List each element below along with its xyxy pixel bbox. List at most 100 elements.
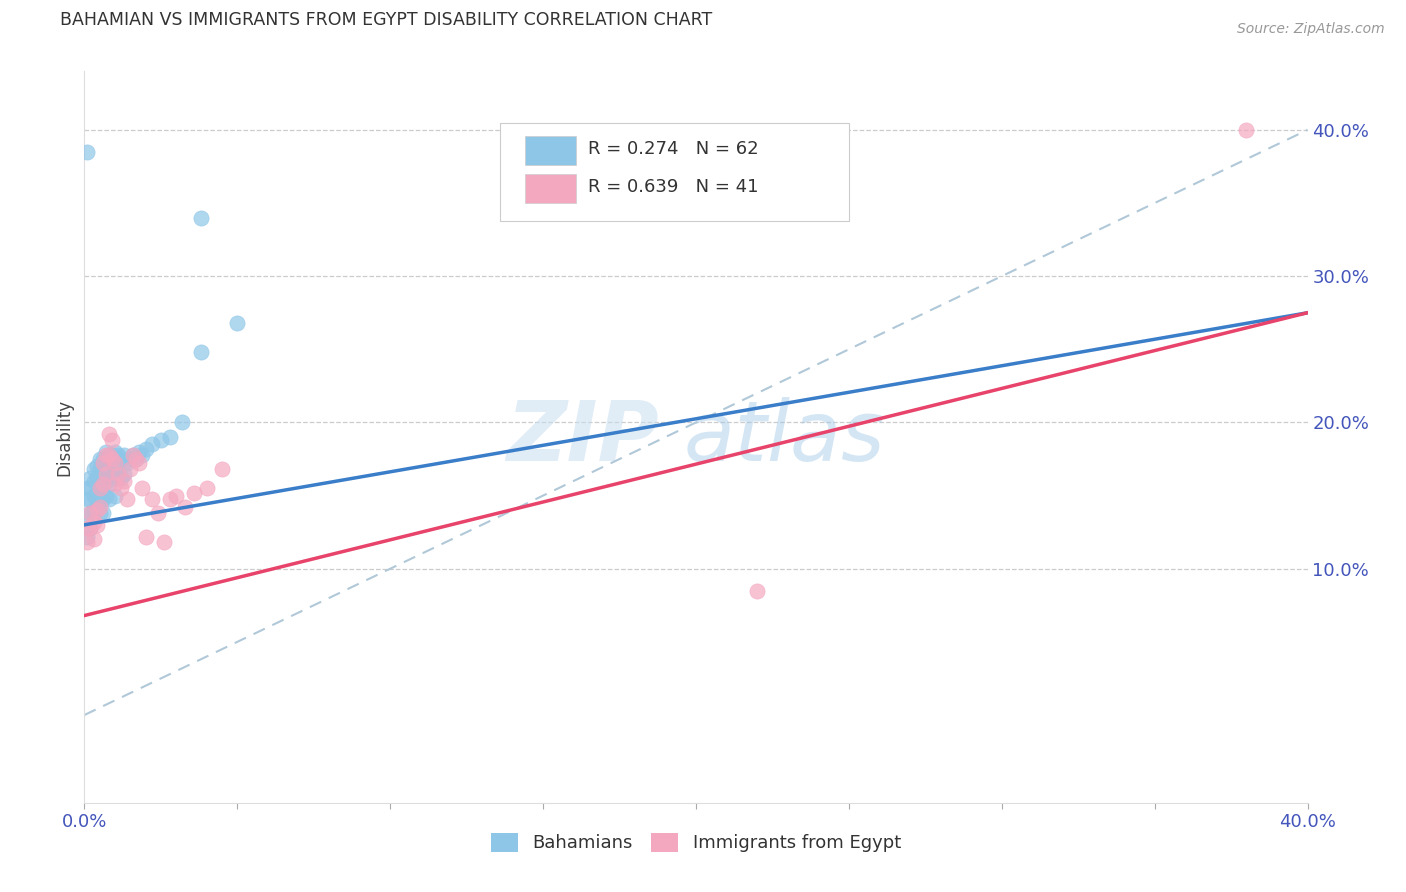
Point xyxy=(104,457,127,471)
Point xyxy=(101,433,124,447)
Point xyxy=(747,583,769,598)
Point xyxy=(86,503,108,517)
Point xyxy=(128,444,150,458)
Point xyxy=(86,485,108,500)
Point xyxy=(101,452,124,467)
Point xyxy=(94,444,117,458)
Y-axis label: Disability: Disability xyxy=(55,399,73,475)
Point xyxy=(211,462,233,476)
Point xyxy=(128,457,150,471)
Point xyxy=(112,448,135,462)
Point xyxy=(107,467,129,481)
Point xyxy=(86,471,108,485)
Point xyxy=(120,452,142,467)
Point xyxy=(76,491,98,506)
Point xyxy=(76,521,98,535)
Point xyxy=(91,457,114,471)
Point xyxy=(79,506,101,520)
Legend: Bahamians, Immigrants from Egypt: Bahamians, Immigrants from Egypt xyxy=(484,826,908,860)
Point xyxy=(101,448,124,462)
Point xyxy=(112,474,135,488)
Point xyxy=(76,535,98,549)
Point xyxy=(104,476,127,491)
Bar xyxy=(524,136,576,165)
Point xyxy=(94,489,117,503)
Point xyxy=(89,452,111,467)
Point xyxy=(79,506,101,520)
Point xyxy=(94,474,117,488)
Point xyxy=(131,481,153,495)
Point xyxy=(86,500,108,515)
Point xyxy=(91,462,114,476)
Point xyxy=(76,510,98,524)
Point xyxy=(76,481,98,495)
Point xyxy=(79,481,101,495)
Text: Source: ZipAtlas.com: Source: ZipAtlas.com xyxy=(1237,22,1385,37)
Point xyxy=(97,427,120,442)
Point xyxy=(165,489,187,503)
Point xyxy=(104,471,127,485)
Point xyxy=(141,491,163,506)
Point xyxy=(89,500,111,515)
Point xyxy=(110,452,132,467)
Point xyxy=(159,491,181,506)
Point xyxy=(83,474,105,488)
Text: BAHAMIAN VS IMMIGRANTS FROM EGYPT DISABILITY CORRELATION CHART: BAHAMIAN VS IMMIGRANTS FROM EGYPT DISABI… xyxy=(60,12,713,29)
Point xyxy=(174,500,197,515)
Point xyxy=(79,521,101,535)
Point xyxy=(110,471,132,485)
Point xyxy=(141,437,163,451)
Point xyxy=(91,491,114,506)
Point xyxy=(172,416,194,430)
Point xyxy=(83,489,105,503)
FancyBboxPatch shape xyxy=(501,122,849,221)
Point xyxy=(97,448,120,462)
Point xyxy=(83,503,105,517)
Point xyxy=(83,533,105,547)
Point xyxy=(107,448,129,462)
Text: R = 0.639   N = 41: R = 0.639 N = 41 xyxy=(588,178,759,196)
Text: ZIP: ZIP xyxy=(506,397,659,477)
Point xyxy=(89,491,111,506)
Point xyxy=(104,444,127,458)
Point xyxy=(104,457,127,471)
Point xyxy=(122,448,145,462)
Point xyxy=(226,316,249,330)
Point xyxy=(195,481,218,495)
Point xyxy=(107,467,129,481)
Point xyxy=(131,448,153,462)
Point xyxy=(89,476,111,491)
Point xyxy=(135,442,157,456)
Point xyxy=(94,467,117,481)
Point xyxy=(115,457,138,471)
Point xyxy=(94,459,117,474)
Point xyxy=(125,452,148,467)
Point xyxy=(149,433,172,447)
Point xyxy=(146,506,169,520)
Point xyxy=(79,471,101,485)
Point xyxy=(76,145,98,159)
Point xyxy=(135,530,157,544)
Point xyxy=(89,506,111,520)
Point xyxy=(190,345,212,359)
Point xyxy=(91,452,114,467)
Point xyxy=(104,489,127,503)
Point xyxy=(97,448,120,462)
Point xyxy=(79,521,101,535)
Point xyxy=(91,506,114,520)
Text: atlas: atlas xyxy=(683,397,886,477)
Point xyxy=(86,459,108,474)
Point xyxy=(159,430,181,444)
Point xyxy=(153,535,176,549)
Point xyxy=(120,462,142,476)
Point xyxy=(101,467,124,481)
Point xyxy=(97,476,120,491)
Text: R = 0.274   N = 62: R = 0.274 N = 62 xyxy=(588,140,759,158)
Point xyxy=(125,452,148,467)
Point xyxy=(122,448,145,462)
Point xyxy=(110,481,132,495)
Point xyxy=(190,211,212,225)
Point xyxy=(183,485,205,500)
Point xyxy=(112,467,135,481)
Point xyxy=(97,491,120,506)
